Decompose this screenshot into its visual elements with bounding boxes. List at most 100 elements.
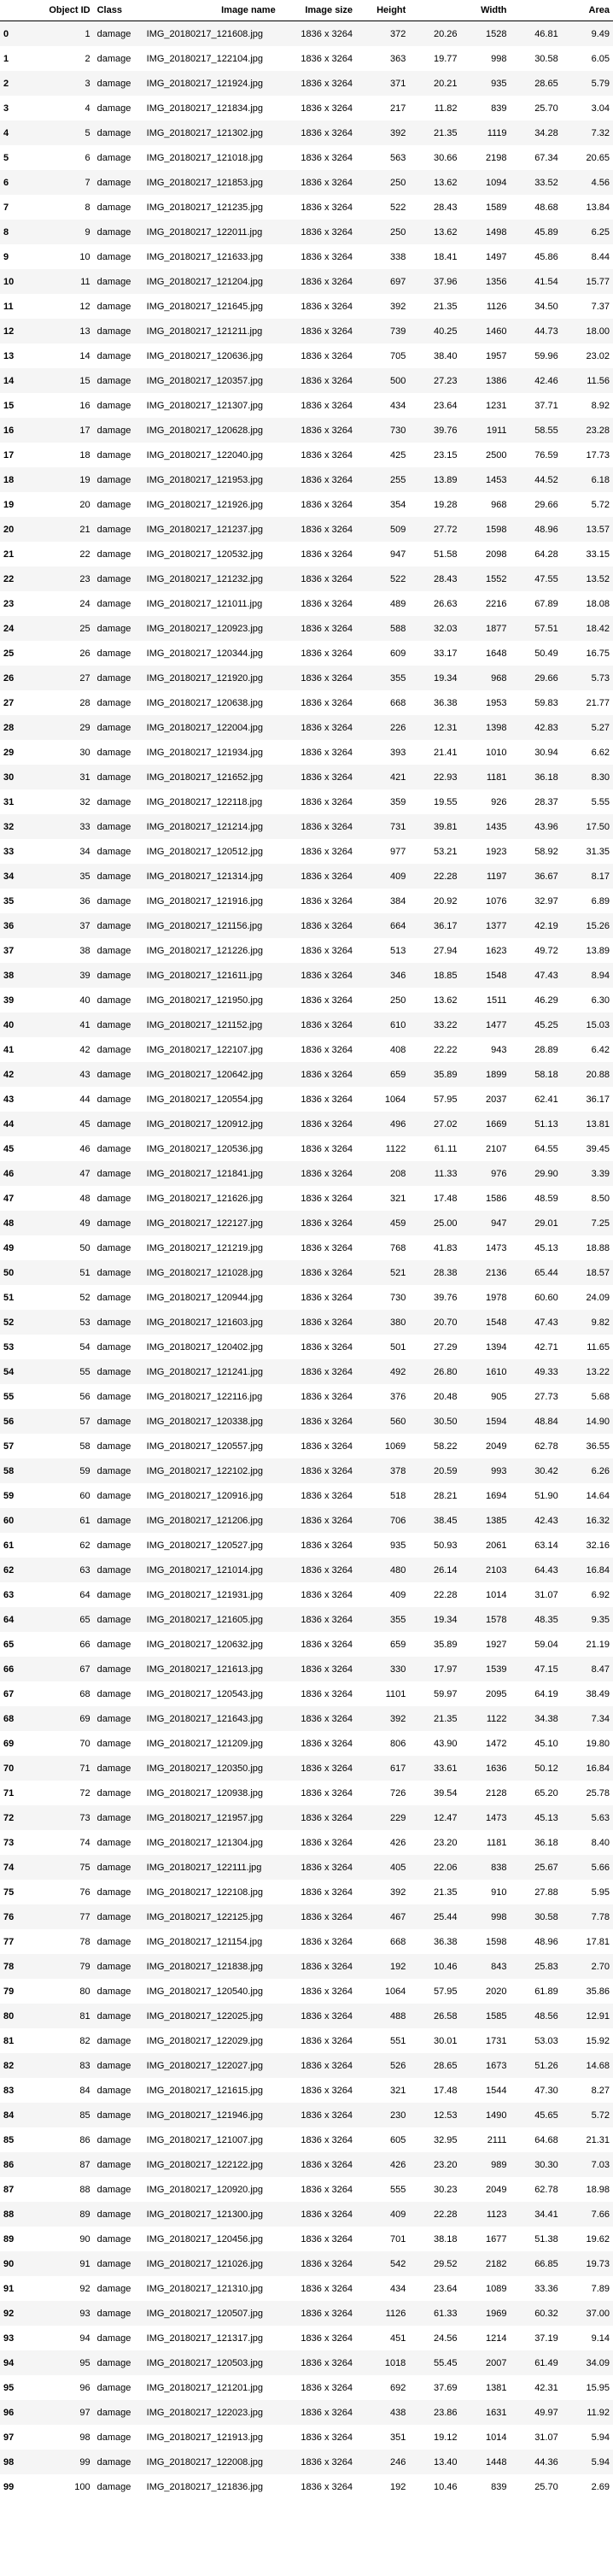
width-ratio-cell: 37.71 xyxy=(510,393,562,418)
table-row: 49 50 damage IMG_20180217_121219.jpg 1836 x … xyxy=(0,1235,613,1260)
area-cell: 21.19 xyxy=(561,1632,613,1657)
object-id-cell: 20 xyxy=(40,492,94,517)
height-cell: 408 xyxy=(355,1037,410,1062)
object-id-cell: 100 xyxy=(40,2474,94,2499)
area-cell: 31.35 xyxy=(561,839,613,864)
row-index: 16 xyxy=(0,418,41,443)
height-cell: 321 xyxy=(355,1186,410,1211)
row-index: 65 xyxy=(0,1632,41,1657)
area-cell: 3.39 xyxy=(561,1161,613,1186)
object-id-cell: 68 xyxy=(40,1681,94,1706)
table-row: 89 90 damage IMG_20180217_120456.jpg 1836 x … xyxy=(0,2227,613,2251)
object-id-cell: 83 xyxy=(40,2053,94,2078)
image-name-cell: IMG_20180217_121633.jpg xyxy=(143,244,279,269)
row-index: 57 xyxy=(0,1434,41,1458)
area-cell: 4.56 xyxy=(561,170,613,195)
image-size-cell: 1836 x 3264 xyxy=(278,789,356,814)
image-name-cell: IMG_20180217_122118.jpg xyxy=(143,789,279,814)
table-row: 0 1 damage IMG_20180217_121608.jpg 1836 x 32… xyxy=(0,21,613,46)
image-name-cell: IMG_20180217_122027.jpg xyxy=(143,2053,279,2078)
height-ratio-cell: 18.85 xyxy=(409,963,461,988)
width-cell: 838 xyxy=(460,1855,511,1880)
height-ratio-cell: 21.35 xyxy=(409,120,461,145)
height-ratio-cell: 33.61 xyxy=(409,1756,461,1781)
table-row: 42 43 damage IMG_20180217_120642.jpg 1836 x … xyxy=(0,1062,613,1087)
row-index: 92 xyxy=(0,2301,41,2326)
width-ratio-cell: 44.73 xyxy=(510,319,562,343)
class-cell: damage xyxy=(93,1508,143,1533)
height-ratio-cell: 21.41 xyxy=(409,740,461,765)
image-name-cell: IMG_20180217_121214.jpg xyxy=(143,814,279,839)
image-size-cell: 1836 x 3264 xyxy=(278,120,356,145)
image-name-cell: IMG_20180217_120536.jpg xyxy=(143,1136,279,1161)
object-id-cell: 54 xyxy=(40,1335,94,1359)
table-row: 76 77 damage IMG_20180217_122125.jpg 1836 x … xyxy=(0,1904,613,1929)
image-name-cell: IMG_20180217_120642.jpg xyxy=(143,1062,279,1087)
table-row: 22 23 damage IMG_20180217_121232.jpg 1836 x … xyxy=(0,566,613,591)
object-id-cell: 46 xyxy=(40,1136,94,1161)
class-cell: damage xyxy=(93,2202,143,2227)
width-ratio-cell: 62.78 xyxy=(510,2177,562,2202)
object-id-cell: 23 xyxy=(40,566,94,591)
row-index: 43 xyxy=(0,1087,41,1112)
row-index: 70 xyxy=(0,1756,41,1781)
image-name-cell: IMG_20180217_122116.jpg xyxy=(143,1384,279,1409)
height-cell: 563 xyxy=(355,145,410,170)
height-cell: 467 xyxy=(355,1904,410,1929)
width-cell: 1552 xyxy=(460,566,511,591)
area-cell: 9.82 xyxy=(561,1310,613,1335)
width-ratio-cell: 25.70 xyxy=(510,2474,562,2499)
object-id-cell: 35 xyxy=(40,864,94,889)
height-ratio-cell: 22.22 xyxy=(409,1037,461,1062)
image-name-cell: IMG_20180217_121011.jpg xyxy=(143,591,279,616)
height-ratio-cell: 20.70 xyxy=(409,1310,461,1335)
area-cell: 14.64 xyxy=(561,1483,613,1508)
area-cell: 7.78 xyxy=(561,1904,613,1929)
image-size-cell: 1836 x 3264 xyxy=(278,715,356,740)
width-ratio-cell: 27.73 xyxy=(510,1384,562,1409)
area-cell: 11.56 xyxy=(561,368,613,393)
image-name-cell: IMG_20180217_121226.jpg xyxy=(143,938,279,963)
area-cell: 23.02 xyxy=(561,343,613,368)
width-ratio-cell: 47.30 xyxy=(510,2078,562,2103)
height-cell: 363 xyxy=(355,46,410,71)
row-index: 27 xyxy=(0,690,41,715)
image-size-cell: 1836 x 3264 xyxy=(278,96,356,120)
table-row: 56 57 damage IMG_20180217_120338.jpg 1836 x … xyxy=(0,1409,613,1434)
height-cell: 617 xyxy=(355,1756,410,1781)
image-name-cell: IMG_20180217_121643.jpg xyxy=(143,1706,279,1731)
object-id-cell: 9 xyxy=(40,220,94,244)
image-name-cell: IMG_20180217_120357.jpg xyxy=(143,368,279,393)
height-cell: 371 xyxy=(355,71,410,96)
width-ratio-cell: 31.07 xyxy=(510,1582,562,1607)
image-size-cell: 1836 x 3264 xyxy=(278,1062,356,1087)
area-cell: 8.27 xyxy=(561,2078,613,2103)
object-id-cell: 45 xyxy=(40,1112,94,1136)
class-cell: damage xyxy=(93,839,143,864)
width-ratio-cell: 63.14 xyxy=(510,1533,562,1558)
object-id-cell: 65 xyxy=(40,1607,94,1632)
area-cell: 6.42 xyxy=(561,1037,613,1062)
height-cell: 588 xyxy=(355,616,410,641)
area-cell: 8.94 xyxy=(561,963,613,988)
row-index: 84 xyxy=(0,2103,41,2127)
height-ratio-cell: 33.17 xyxy=(409,641,461,666)
image-name-cell: IMG_20180217_120628.jpg xyxy=(143,418,279,443)
image-size-cell: 1836 x 3264 xyxy=(278,889,356,913)
image-size-cell: 1836 x 3264 xyxy=(278,1582,356,1607)
object-id-cell: 76 xyxy=(40,1880,94,1904)
object-id-cell: 7 xyxy=(40,170,94,195)
width-cell: 1610 xyxy=(460,1359,511,1384)
image-size-cell: 1836 x 3264 xyxy=(278,1558,356,1582)
image-name-cell: IMG_20180217_120920.jpg xyxy=(143,2177,279,2202)
height-ratio-cell: 24.56 xyxy=(409,2326,461,2350)
image-name-cell: IMG_20180217_120923.jpg xyxy=(143,616,279,641)
class-cell: damage xyxy=(93,2004,143,2028)
image-name-cell: IMG_20180217_121209.jpg xyxy=(143,1731,279,1756)
image-size-cell: 1836 x 3264 xyxy=(278,1211,356,1235)
height-cell: 384 xyxy=(355,889,410,913)
object-id-cell: 72 xyxy=(40,1781,94,1805)
height-ratio-cell: 20.92 xyxy=(409,889,461,913)
image-name-cell: IMG_20180217_121626.jpg xyxy=(143,1186,279,1211)
image-size-cell: 1836 x 3264 xyxy=(278,195,356,220)
